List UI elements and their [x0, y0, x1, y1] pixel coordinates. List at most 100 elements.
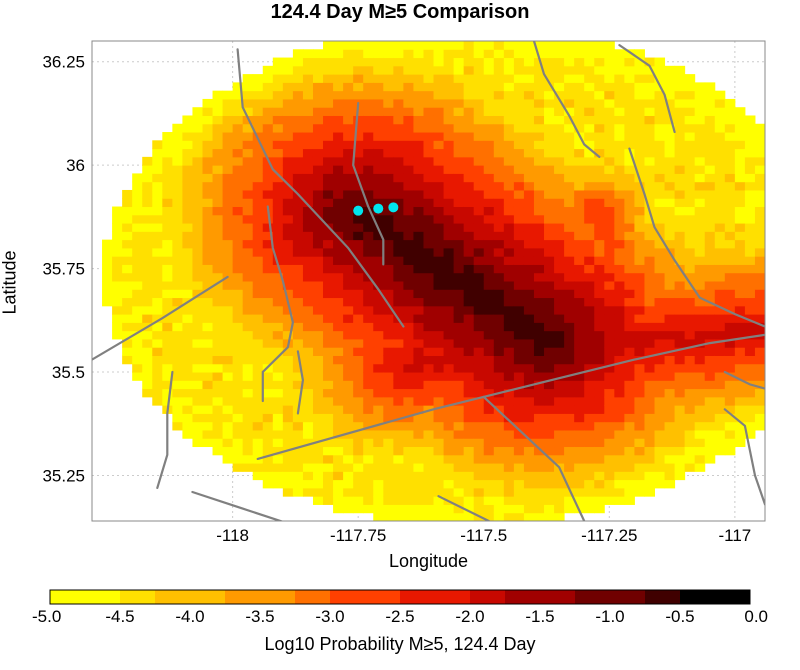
heatmap-cell: [664, 338, 676, 348]
heatmap-cell: [704, 181, 716, 191]
heatmap-cell: [624, 314, 635, 323]
x-tick-label: -117: [718, 526, 751, 545]
heatmap-cell: [323, 471, 334, 481]
heatmap-cell: [694, 405, 706, 414]
heatmap-cell: [333, 140, 344, 150]
heatmap-cell: [282, 206, 294, 216]
heatmap-cell: [262, 65, 274, 75]
heatmap-cell: [724, 132, 736, 141]
heatmap-cell: [664, 272, 676, 282]
heatmap-cell: [383, 347, 394, 356]
heatmap-cell: [694, 421, 706, 431]
heatmap-cell: [423, 479, 435, 489]
heatmap-cell: [343, 438, 354, 448]
heatmap-cell: [754, 289, 765, 299]
heatmap-cell: [272, 355, 284, 365]
heatmap-cell: [152, 239, 163, 249]
heatmap-cell: [694, 413, 706, 423]
heatmap-cell: [282, 198, 294, 208]
heatmap-cell: [594, 355, 605, 365]
heatmap-cell: [152, 231, 163, 241]
heatmap-cell: [544, 247, 555, 257]
heatmap-cell: [152, 338, 163, 348]
heatmap-cell: [493, 429, 505, 439]
heatmap-cell: [483, 57, 495, 67]
heatmap-cell: [172, 289, 183, 299]
heatmap-cell: [714, 198, 726, 208]
heatmap-cell: [664, 206, 676, 216]
heatmap-cell: [463, 65, 475, 75]
heatmap-cell: [493, 330, 505, 340]
heatmap-cell: [182, 156, 193, 166]
heatmap-cell: [393, 289, 404, 299]
heatmap-cell: [513, 132, 525, 141]
heatmap-cell: [744, 132, 756, 141]
heatmap-cell: [383, 49, 394, 59]
heatmap-cell: [292, 272, 304, 282]
heatmap-cell: [152, 281, 163, 290]
heatmap-cell: [463, 123, 475, 133]
heatmap-cell: [302, 214, 314, 224]
heatmap-cell: [423, 372, 435, 381]
heatmap-cell: [423, 214, 435, 224]
heatmap-cell: [182, 198, 193, 208]
heatmap-cell: [242, 123, 254, 133]
heatmap-cell: [734, 173, 746, 183]
heatmap-cell: [614, 479, 625, 489]
heatmap-cell: [212, 239, 224, 249]
heatmap-cell: [272, 372, 284, 381]
heatmap-cell: [694, 181, 706, 191]
fault-line: [352, 101, 385, 266]
heatmap-cell: [554, 82, 565, 92]
heatmap-cell: [403, 65, 414, 75]
heatmap-cell: [644, 247, 656, 257]
heatmap-cell: [353, 65, 364, 75]
heatmap-cell: [413, 355, 424, 365]
heatmap-cell: [443, 413, 455, 423]
heatmap-cell: [604, 74, 615, 83]
heatmap-cell: [262, 198, 274, 208]
heatmap-cell: [564, 272, 575, 282]
heatmap-cell: [644, 463, 656, 472]
heatmap-cell: [463, 388, 475, 398]
heatmap-cell: [724, 206, 736, 216]
heatmap-cell: [694, 272, 706, 282]
heatmap-cell: [503, 148, 515, 158]
heatmap-cell: [724, 165, 736, 174]
heatmap-cell: [132, 231, 143, 241]
heatmap-cell: [353, 380, 364, 390]
heatmap-cell: [383, 454, 394, 464]
heatmap-cell: [453, 305, 465, 315]
heatmap-cell: [674, 289, 686, 299]
heatmap-cell: [473, 471, 485, 481]
heatmap-cell: [714, 405, 726, 414]
heatmap-cell: [433, 463, 445, 472]
heatmap-cell: [393, 372, 404, 381]
heatmap-cell: [674, 148, 686, 158]
heatmap-cell: [624, 123, 635, 133]
heatmap-cell: [302, 165, 314, 174]
heatmap-cell: [202, 421, 214, 431]
heatmap-cell: [503, 65, 515, 75]
heatmap-cell: [644, 198, 656, 208]
heatmap-cell: [403, 264, 414, 274]
heatmap-cell: [714, 446, 726, 456]
heatmap-cell: [413, 421, 424, 431]
heatmap-cell: [172, 322, 183, 332]
heatmap-cell: [604, 49, 615, 59]
heatmap-cell: [353, 41, 364, 50]
heatmap-cell: [493, 223, 505, 232]
heatmap-cell: [152, 314, 163, 323]
heatmap-cell: [323, 446, 334, 456]
heatmap-cell: [664, 123, 676, 133]
heatmap-cell: [654, 471, 666, 481]
heatmap-cell: [132, 256, 143, 265]
heatmap-cell: [453, 429, 465, 439]
heatmap-cell: [473, 65, 485, 75]
heatmap-cell: [312, 487, 324, 497]
heatmap-cell: [302, 115, 314, 125]
heatmap-cell: [564, 256, 575, 265]
heatmap-cell: [373, 330, 384, 340]
heatmap-cell: [102, 239, 113, 249]
heatmap-cell: [272, 98, 284, 108]
